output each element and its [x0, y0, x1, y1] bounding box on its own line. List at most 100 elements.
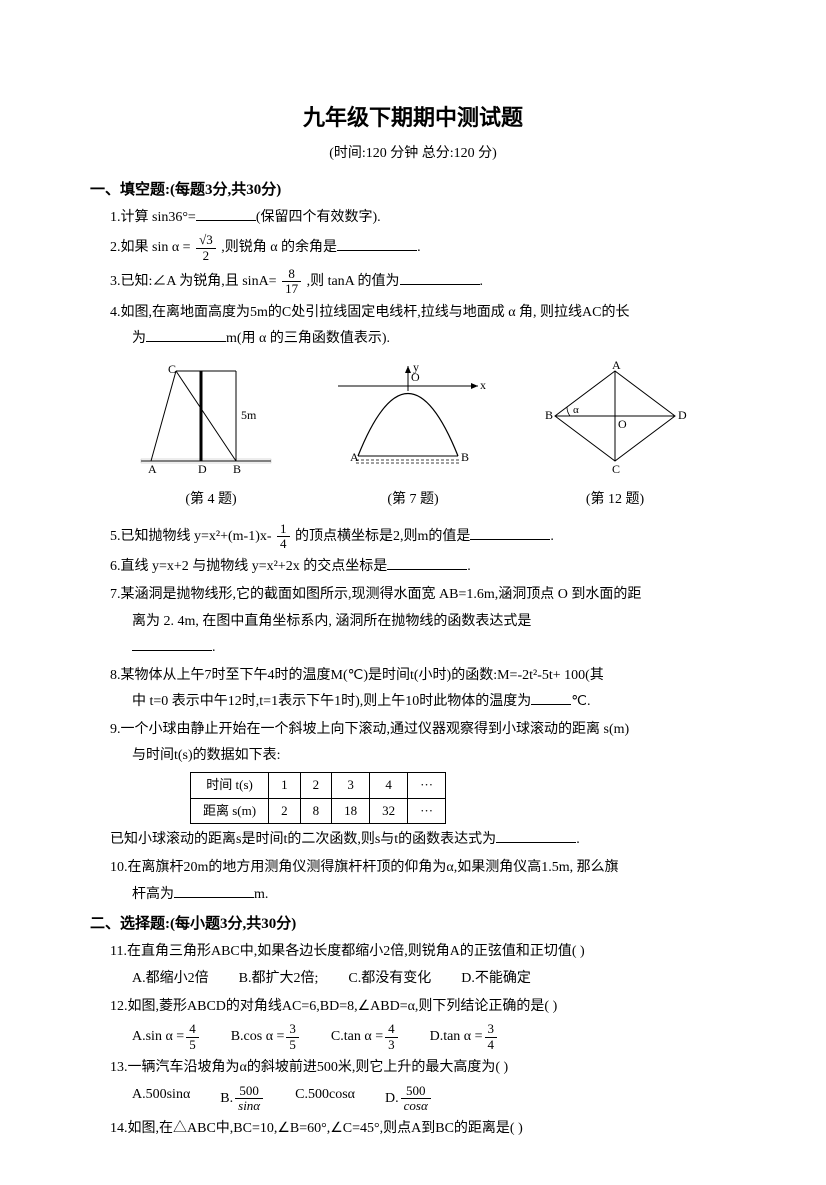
opt-prefix: D.tan α = [430, 1029, 483, 1044]
table-cell: 32 [370, 798, 408, 824]
table-cell: 3 [332, 772, 370, 798]
opt-prefix: C.tan α = [331, 1029, 383, 1044]
question-13: 13.一辆汽车沿坡角为α的斜坡前进500米,则它上升的最大高度为( ) [110, 1056, 736, 1080]
q5-mid: 的顶点横坐标是2,则m的值是 [295, 529, 470, 544]
figure-7-svg: O x y A B [328, 361, 488, 471]
blank [387, 556, 467, 570]
question-6: 6.直线 y=x+2 与抛物线 y=x²+2x 的交点坐标是. [110, 555, 736, 579]
opt-prefix: D. [385, 1091, 399, 1106]
option-a: A.都缩小2倍 [132, 968, 209, 990]
table-row: 时间 t(s) 1 2 3 4 ··· [191, 772, 446, 798]
q9-line1: 9.一个小球由静止开始在一个斜坡上向下滚动,通过仪器观察得到小球滚动的距离 s(… [110, 722, 629, 737]
frac-num: 4 [385, 1022, 398, 1037]
q10-line2: 杆高为 [132, 887, 174, 902]
q2-mid: ,则锐角 α 的余角是 [221, 240, 337, 255]
option-b: B.cos α =35 [231, 1022, 301, 1052]
page-subtitle: (时间:120 分钟 总分:120 分) [90, 143, 736, 165]
q11-options: A.都缩小2倍 B.都扩大2倍; C.都没有变化 D.不能确定 [132, 968, 736, 990]
frac-den: 5 [286, 1038, 299, 1052]
label-a: A [612, 358, 621, 372]
figure-4-svg: C A D B 5m [136, 361, 276, 471]
opt-prefix: B.cos α = [231, 1029, 285, 1044]
frac-den: 2 [196, 249, 216, 263]
q4-line1: 4.如图,在离地面高度为5m的C处引拉线固定电线杆,拉线与地面成 α 角, 则拉… [110, 305, 630, 320]
q6-suffix: . [467, 559, 471, 574]
q12-options: A.sin α =45 B.cos α =35 C.tan α =43 D.ta… [132, 1022, 736, 1052]
frac-den: cosα [401, 1099, 431, 1113]
section-2-header: 二、选择题:(每小题3分,共30分) [90, 912, 736, 936]
question-4-cont: 为m(用 α 的三角函数值表示). [132, 328, 736, 350]
question-9: 9.一个小球由静止开始在一个斜坡上向下滚动,通过仪器观察得到小球滚动的距离 s(… [110, 718, 736, 742]
q3-mid: ,则 tanA 的值为 [307, 274, 400, 289]
option-c: C.500cosα [295, 1084, 355, 1114]
q7-line1: 7.某涵洞是抛物线形,它的截面如图所示,现测得水面宽 AB=1.6m,涵洞顶点 … [110, 587, 641, 602]
label-b: B [461, 450, 469, 464]
question-5: 5.已知抛物线 y=x²+(m-1)x- 14 的顶点横坐标是2,则m的值是. [110, 522, 736, 552]
blank [470, 526, 550, 540]
table-cell: 距离 s(m) [191, 798, 269, 824]
fig-label-4: (第 4 题) [110, 489, 312, 511]
question-4: 4.如图,在离地面高度为5m的C处引拉线固定电线杆,拉线与地面成 α 角, 则拉… [110, 301, 736, 325]
fraction: 500sinα [235, 1084, 263, 1114]
q7-line2: 离为 2. 4m, 在图中直角坐标系内, 涵洞所在抛物线的函数表达式是 [132, 614, 531, 629]
q10-suffix: m. [254, 887, 268, 902]
frac-den: 5 [186, 1038, 199, 1052]
q13-options: A.500sinα B.500sinα C.500cosα D.500cosα [132, 1084, 736, 1114]
frac-den: sinα [235, 1099, 263, 1113]
page-title: 九年级下期期中测试题 [90, 100, 736, 135]
frac-den: 17 [282, 282, 301, 296]
table-cell: 4 [370, 772, 408, 798]
figure-12: A B C D O α [540, 361, 690, 479]
q5-prefix: 5.已知抛物线 y=x²+(m-1)x- [110, 529, 272, 544]
table-cell: 8 [300, 798, 332, 824]
q9-line3: 已知小球滚动的距离s是时间t的二次函数,则s与t的函数表达式为 [110, 832, 496, 847]
figure-7: O x y A B [328, 361, 488, 479]
question-9-cont: 与时间t(s)的数据如下表: [132, 745, 736, 767]
option-b: B.都扩大2倍; [239, 968, 319, 990]
question-7-cont: 离为 2. 4m, 在图中直角坐标系内, 涵洞所在抛物线的函数表达式是 [132, 611, 736, 633]
q5-suffix: . [550, 529, 554, 544]
option-b: B.500sinα [220, 1084, 265, 1114]
frac-num: 3 [485, 1022, 498, 1037]
option-a: A.500sinα [132, 1084, 190, 1114]
label-alpha: α [573, 404, 579, 416]
option-c: C.tan α =43 [331, 1022, 400, 1052]
label-c: C [168, 362, 176, 376]
q8-line1: 8.某物体从上午7时至下午4时的温度M(℃)是时间t(小时)的函数:M=-2t²… [110, 668, 604, 683]
question-2: 2.如果 sin α = √32 ,则锐角 α 的余角是. [110, 233, 736, 263]
option-d: D.不能确定 [461, 968, 531, 990]
label-a: A [350, 450, 359, 464]
label-x: x [480, 378, 486, 392]
table-cell: 2 [300, 772, 332, 798]
fraction: 500cosα [401, 1084, 431, 1114]
fraction: 45 [186, 1022, 199, 1052]
data-table: 时间 t(s) 1 2 3 4 ··· 距离 s(m) 2 8 18 32 ··… [190, 772, 446, 825]
figure-4: C A D B 5m [136, 361, 276, 479]
table-cell: 1 [269, 772, 301, 798]
figures-row: C A D B 5m O x y A B A [110, 361, 716, 479]
question-11: 11.在直角三角形ABC中,如果各边长度都缩小2倍,则锐角A的正弦值和正切值( … [110, 940, 736, 964]
q4-suffix: m(用 α 的三角函数值表示). [226, 331, 390, 346]
label-b: B [233, 462, 241, 476]
q1-suffix: (保留四个有效数字). [256, 210, 381, 225]
frac-num: 500 [401, 1084, 431, 1099]
label-d: D [678, 408, 687, 422]
blank [400, 271, 480, 285]
frac-num: 500 [235, 1084, 263, 1099]
blank [132, 637, 212, 651]
question-8: 8.某物体从上午7时至下午4时的温度M(℃)是时间t(小时)的函数:M=-2t²… [110, 664, 736, 688]
q2-suffix: . [417, 240, 421, 255]
q9-line2: 与时间t(s)的数据如下表: [132, 748, 281, 763]
blank [196, 207, 256, 221]
option-a: A.sin α =45 [132, 1022, 201, 1052]
q3-suffix: . [480, 274, 484, 289]
figure-12-svg: A B C D O α [540, 361, 690, 471]
frac-num: 3 [286, 1022, 299, 1037]
question-7-blank: . [132, 637, 736, 659]
label-b: B [545, 408, 553, 422]
q1-text: 1.计算 sin36°= [110, 210, 196, 225]
label-o: O [618, 417, 627, 431]
q7-suffix: . [212, 640, 216, 655]
table-cell: 18 [332, 798, 370, 824]
q8-suffix: ℃. [571, 694, 590, 709]
